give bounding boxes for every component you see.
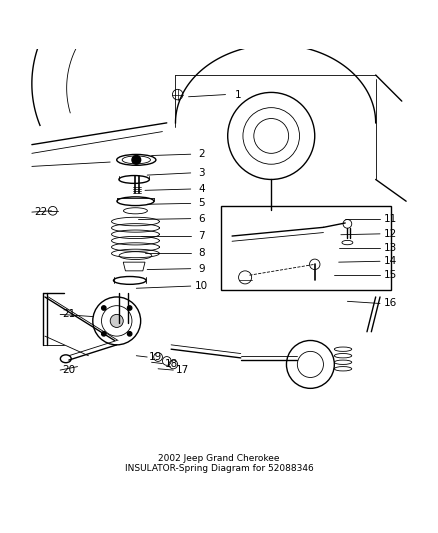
- Text: 18: 18: [165, 359, 178, 368]
- Text: 12: 12: [384, 229, 398, 239]
- Circle shape: [110, 314, 123, 327]
- Text: 2: 2: [198, 149, 205, 159]
- Text: 14: 14: [384, 256, 398, 266]
- Text: 7: 7: [198, 231, 205, 241]
- Circle shape: [127, 332, 132, 336]
- Circle shape: [132, 156, 141, 164]
- Text: 16: 16: [384, 298, 398, 309]
- Text: 2002 Jeep Grand Cherokee
INSULATOR-Spring Diagram for 52088346: 2002 Jeep Grand Cherokee INSULATOR-Sprin…: [125, 454, 313, 473]
- Circle shape: [127, 306, 132, 310]
- Text: 22: 22: [34, 207, 47, 217]
- Text: 17: 17: [175, 365, 189, 375]
- Text: 19: 19: [149, 352, 162, 362]
- Text: 11: 11: [384, 214, 398, 224]
- Circle shape: [102, 306, 106, 310]
- Circle shape: [102, 332, 106, 336]
- Bar: [221, 206, 391, 290]
- Text: 3: 3: [198, 168, 205, 178]
- Text: 13: 13: [384, 243, 398, 253]
- Text: 4: 4: [198, 184, 205, 194]
- Text: 21: 21: [62, 309, 75, 319]
- Text: 20: 20: [62, 365, 75, 375]
- Text: 6: 6: [198, 214, 205, 224]
- Text: 9: 9: [198, 264, 205, 273]
- Text: 15: 15: [384, 270, 398, 280]
- Text: 8: 8: [198, 248, 205, 259]
- Text: 5: 5: [198, 198, 205, 208]
- Text: 10: 10: [195, 281, 208, 291]
- Text: 1: 1: [235, 90, 242, 100]
